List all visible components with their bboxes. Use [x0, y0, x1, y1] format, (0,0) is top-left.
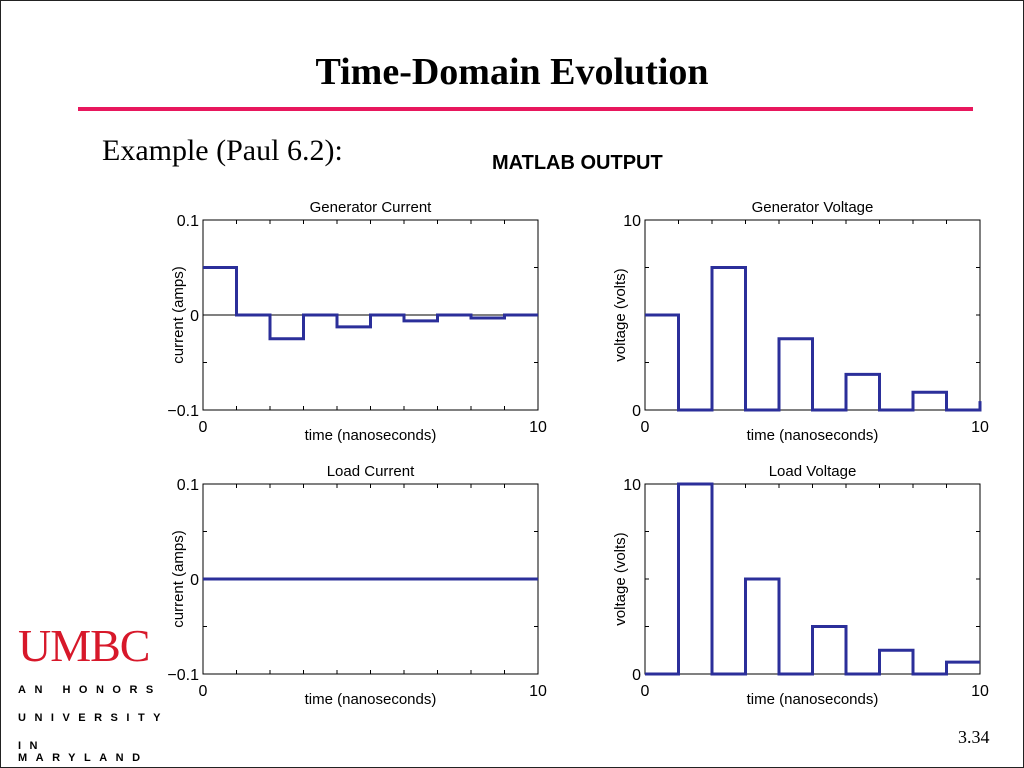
- y-tick-label: 0: [190, 308, 199, 325]
- x-tick-label: 0: [199, 419, 208, 436]
- logo-line-1: AN HONORS: [18, 684, 162, 696]
- figure-caption: MATLAB OUTPUT: [492, 152, 663, 174]
- x-axis-label: time (nanoseconds): [747, 427, 879, 444]
- y-axis-label: current (amps): [170, 530, 187, 628]
- logo-wordmark: UMBC: [18, 620, 150, 671]
- x-tick-label: 10: [971, 683, 989, 700]
- data-series-line: [203, 266, 538, 341]
- y-tick-label: −0.1: [167, 403, 199, 420]
- x-tick-label: 10: [529, 419, 547, 436]
- data-series-line: [645, 266, 982, 412]
- x-axis-label: time (nanoseconds): [747, 691, 879, 708]
- title-rule: [78, 107, 973, 111]
- plot-title: Load Current: [327, 463, 415, 480]
- plot-title: Load Voltage: [769, 463, 857, 480]
- y-tick-label: 10: [623, 213, 641, 230]
- plot-title: Generator Voltage: [752, 199, 874, 216]
- x-tick-label: 0: [641, 419, 650, 436]
- umbc-logo: UMBC AN HONORS UNIVERSITY IN MARYLAND: [18, 620, 170, 765]
- y-axis-label: current (amps): [170, 266, 187, 364]
- y-axis-label: voltage (volts): [612, 532, 629, 625]
- x-axis-label: time (nanoseconds): [305, 691, 437, 708]
- y-tick-label: 0: [632, 403, 641, 420]
- y-axis-label: voltage (volts): [612, 268, 629, 361]
- example-heading: Example (Paul 6.2):: [102, 134, 343, 167]
- x-tick-label: 10: [971, 419, 989, 436]
- slide-title: Time-Domain Evolution: [315, 51, 709, 93]
- y-tick-label: 0.1: [177, 213, 199, 230]
- logo-line-2: UNIVERSITY: [18, 712, 170, 724]
- x-tick-label: 10: [529, 683, 547, 700]
- x-axis-label: time (nanoseconds): [305, 427, 437, 444]
- logo-line-3: IN MARYLAND: [18, 740, 149, 764]
- y-tick-label: 0.1: [177, 477, 199, 494]
- x-tick-label: 0: [641, 683, 650, 700]
- plot-title: Generator Current: [310, 199, 433, 216]
- y-tick-label: −0.1: [167, 667, 199, 684]
- data-series-line: [645, 482, 980, 676]
- page-number: 3.34: [958, 727, 990, 747]
- y-tick-label: 0: [190, 572, 199, 589]
- y-tick-label: 0: [632, 667, 641, 684]
- x-tick-label: 0: [199, 683, 208, 700]
- y-tick-label: 10: [623, 477, 641, 494]
